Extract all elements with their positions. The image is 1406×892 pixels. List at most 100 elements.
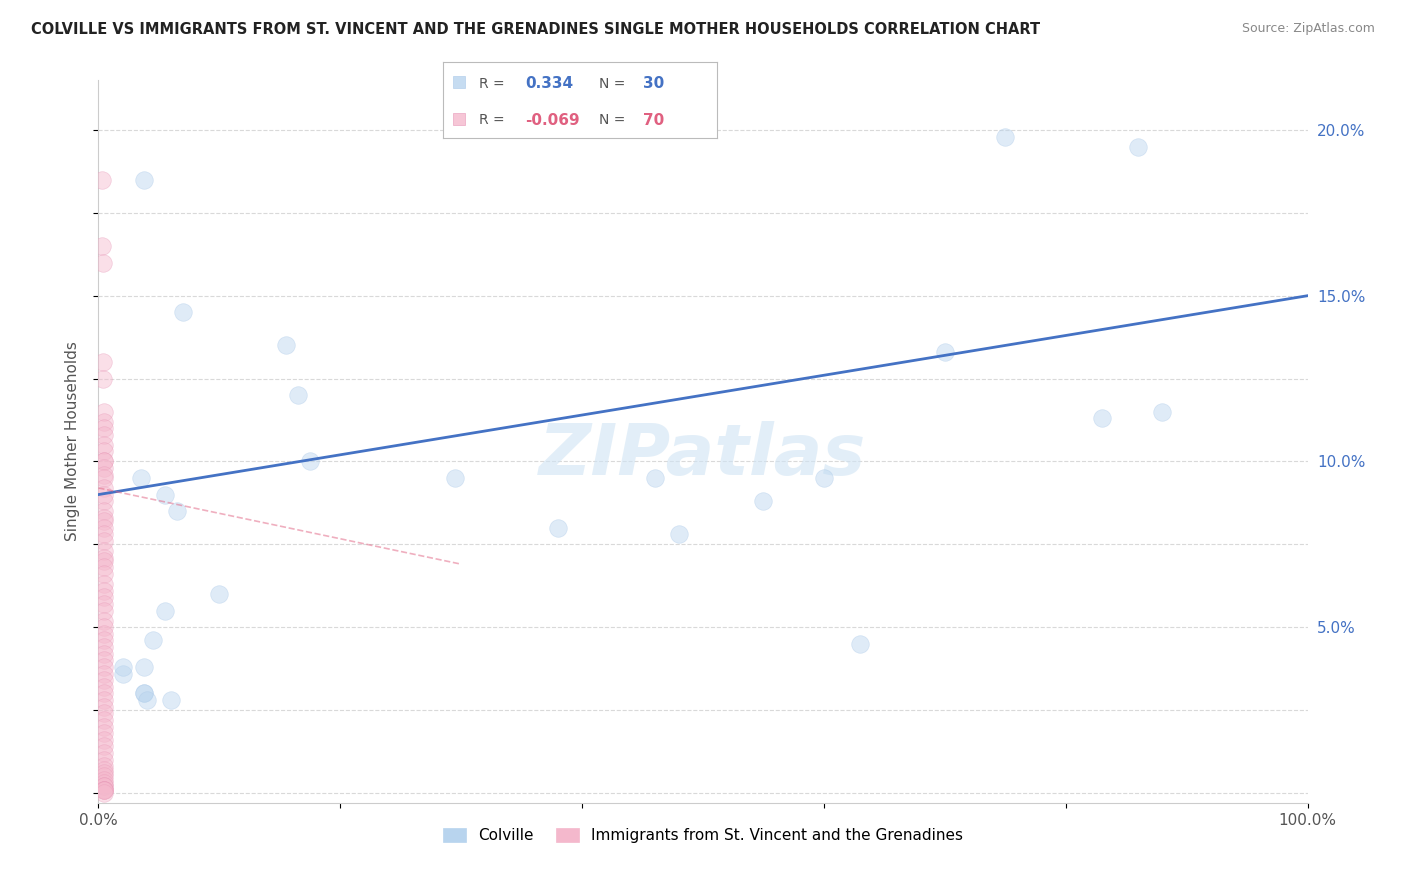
- Point: [93, 603, 115, 617]
- Point: [93, 653, 115, 667]
- Point: [93, 739, 115, 754]
- Text: R =: R =: [478, 113, 505, 127]
- Point: [93, 577, 115, 591]
- Point: [93, 554, 115, 568]
- Point: [93, 673, 115, 688]
- Point: [134, 660, 156, 674]
- Point: [93, 769, 115, 783]
- Point: [813, 471, 835, 485]
- Point: [153, 487, 176, 501]
- Point: [547, 521, 569, 535]
- Point: [93, 527, 115, 541]
- Point: [93, 597, 115, 611]
- Point: [142, 633, 165, 648]
- Point: [93, 444, 115, 458]
- Point: [93, 415, 115, 429]
- Point: [93, 660, 115, 674]
- Text: 30: 30: [643, 76, 664, 91]
- Point: [93, 713, 115, 727]
- Point: [93, 706, 115, 721]
- Point: [93, 428, 115, 442]
- Point: [93, 620, 115, 634]
- Y-axis label: Single Mother Households: Single Mother Households: [65, 342, 80, 541]
- Point: [93, 779, 115, 793]
- Point: [93, 461, 115, 475]
- Point: [93, 666, 115, 681]
- Point: [93, 720, 115, 734]
- Text: N =: N =: [599, 113, 626, 127]
- Point: [93, 591, 115, 605]
- Point: [93, 533, 115, 548]
- Point: [134, 172, 156, 186]
- Point: [93, 699, 115, 714]
- Point: [93, 510, 115, 524]
- Point: [994, 129, 1017, 144]
- Point: [93, 732, 115, 747]
- Point: [172, 305, 194, 319]
- Point: [668, 527, 690, 541]
- Point: [111, 660, 134, 674]
- Point: [299, 454, 322, 468]
- Point: [93, 514, 115, 528]
- Point: [93, 521, 115, 535]
- Point: [93, 471, 115, 485]
- Text: 0.334: 0.334: [526, 76, 574, 91]
- Legend: Colville, Immigrants from St. Vincent and the Grenadines: Colville, Immigrants from St. Vincent an…: [436, 822, 970, 849]
- Point: [1152, 405, 1174, 419]
- Point: [93, 421, 115, 435]
- Point: [93, 583, 115, 598]
- Point: [274, 338, 297, 352]
- Text: 70: 70: [643, 112, 664, 128]
- Point: [93, 686, 115, 700]
- Point: [93, 759, 115, 773]
- Point: [129, 471, 152, 485]
- Point: [93, 753, 115, 767]
- Text: Source: ZipAtlas.com: Source: ZipAtlas.com: [1241, 22, 1375, 36]
- Point: [93, 544, 115, 558]
- Point: [91, 371, 114, 385]
- Point: [93, 614, 115, 628]
- Point: [160, 693, 183, 707]
- Text: -0.069: -0.069: [526, 112, 579, 128]
- Point: [93, 766, 115, 780]
- Point: [153, 603, 176, 617]
- Point: [93, 726, 115, 740]
- Point: [91, 355, 114, 369]
- Point: [934, 345, 956, 359]
- Point: [93, 680, 115, 694]
- Point: [93, 567, 115, 582]
- Point: [93, 779, 115, 793]
- Point: [134, 686, 156, 700]
- Point: [93, 647, 115, 661]
- Point: [93, 504, 115, 518]
- Point: [93, 693, 115, 707]
- Point: [93, 454, 115, 468]
- Text: R =: R =: [478, 77, 505, 91]
- Point: [208, 587, 231, 601]
- Point: [91, 239, 114, 253]
- Point: [93, 627, 115, 641]
- Point: [93, 786, 115, 800]
- Point: [93, 633, 115, 648]
- Text: ZIPatlas: ZIPatlas: [540, 422, 866, 491]
- Point: [849, 637, 872, 651]
- Point: [134, 686, 156, 700]
- Point: [111, 666, 134, 681]
- Point: [1091, 411, 1114, 425]
- Point: [93, 467, 115, 482]
- Point: [93, 454, 115, 468]
- Point: [93, 782, 115, 797]
- Point: [93, 405, 115, 419]
- Point: [287, 388, 309, 402]
- Point: [91, 172, 114, 186]
- Point: [93, 438, 115, 452]
- Point: [93, 487, 115, 501]
- Point: [93, 782, 115, 797]
- Point: [91, 255, 114, 269]
- Point: [93, 550, 115, 565]
- Point: [93, 782, 115, 797]
- Point: [93, 481, 115, 495]
- Point: [93, 772, 115, 787]
- Point: [135, 693, 157, 707]
- Point: [93, 782, 115, 797]
